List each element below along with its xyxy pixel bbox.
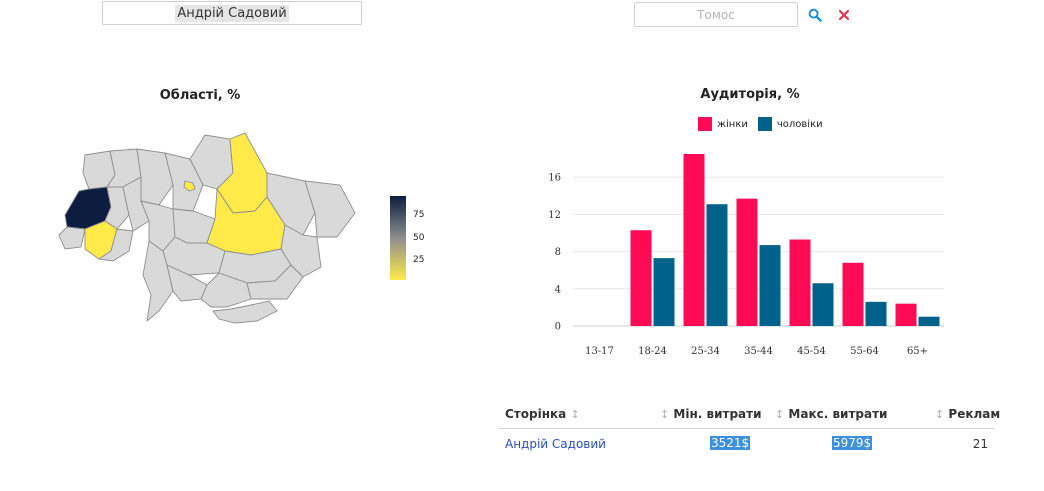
sort-icon: ↕ [660, 408, 670, 421]
column-header-min-spend[interactable]: ↕ Мін. витрати [660, 407, 762, 421]
bar-men-55-64[interactable] [865, 301, 887, 326]
bar-men-18-24[interactable] [653, 258, 675, 326]
page-filter-value: Андрій Садовий [175, 4, 289, 22]
region-chernivtsi[interactable] [97, 228, 134, 262]
legend-swatch-men [757, 117, 772, 131]
ads-count-value: 21 [972, 437, 988, 451]
bar-men-45-54[interactable] [812, 283, 834, 326]
table-header-divider [498, 428, 994, 429]
bar-women-45-54[interactable] [789, 239, 811, 326]
audience-chart-title: Аудиторія, % [700, 87, 800, 102]
chart-legend: жінки чоловіки [698, 117, 823, 131]
region-zakarpattia[interactable] [58, 226, 86, 250]
y-tick-label-3: 12 [548, 210, 561, 221]
bar-women-35-44[interactable] [736, 198, 758, 326]
sort-icon: ↕ [935, 408, 945, 421]
bar-men-65+[interactable] [918, 316, 940, 326]
legend-swatch-women [698, 117, 712, 131]
bar-men-35-44[interactable] [759, 245, 781, 326]
column-header-page[interactable]: Сторінка ↕ [505, 407, 580, 421]
x-tick-label-4: 45-54 [797, 346, 826, 357]
map-title: Області, % [159, 88, 241, 103]
search-icon [808, 8, 822, 22]
column-header-max-spend[interactable]: ↕ Макс. витрати [775, 407, 888, 421]
legend-label-women: жінки [717, 118, 748, 130]
bar-women-55-64[interactable] [842, 262, 864, 326]
bar-women-25-34[interactable] [683, 154, 705, 326]
x-tick-label-6: 65+ [907, 346, 928, 357]
x-tick-label-0: 13-17 [585, 346, 614, 357]
bar-women-65+[interactable] [895, 303, 917, 326]
x-tick-label-5: 55-64 [850, 346, 879, 357]
colorbar-tick-50: 50 [413, 233, 425, 243]
region-kyiv-city[interactable] [183, 180, 196, 192]
close-icon [838, 9, 850, 21]
audience-bar-chart: 0 4 8 12 16 13-17 18-24 25-34 35-44 45-54 55-64 65+ [548, 154, 944, 357]
colorbar-tick-25: 25 [413, 255, 425, 265]
table-row: Андрій Садовий 3521$ 5979$ 21 [498, 429, 994, 459]
region-crimea[interactable] [212, 300, 278, 324]
region-zaporizhzhia[interactable] [246, 264, 304, 300]
region-luhansk[interactable] [304, 180, 356, 238]
x-tick-label-3: 35-44 [744, 346, 773, 357]
column-header-ads[interactable]: ↕ Реклам [935, 407, 1001, 421]
search-button[interactable] [806, 6, 824, 24]
sort-icon: ↕ [775, 408, 785, 421]
clear-button[interactable] [835, 6, 853, 24]
legend-label-men: чоловіки [776, 118, 823, 130]
colorbar-tick-75: 75 [413, 210, 425, 220]
y-tick-label-1: 4 [555, 284, 561, 295]
page-link[interactable]: Андрій Садовий [505, 437, 606, 451]
map-colorbar [390, 196, 406, 280]
x-tick-label-1: 18-24 [638, 346, 667, 357]
y-tick-label-2: 8 [555, 247, 561, 258]
sort-icon: ↕ [570, 408, 580, 421]
region-donetsk[interactable] [280, 224, 322, 278]
ukraine-regions [58, 132, 356, 324]
bar-women-18-24[interactable] [630, 230, 652, 326]
regions-map [58, 132, 356, 324]
y-tick-label-4: 16 [548, 173, 561, 184]
x-tick-label-2: 25-34 [691, 346, 720, 357]
page-filter-field[interactable]: Андрій Садовий [102, 1, 362, 25]
bar-men-25-34[interactable] [706, 204, 728, 326]
min-spend-value: 3521$ [710, 436, 751, 450]
max-spend-value: 5979$ [832, 436, 873, 450]
topic-search-input[interactable] [634, 2, 798, 27]
y-tick-label-0: 0 [555, 322, 561, 333]
